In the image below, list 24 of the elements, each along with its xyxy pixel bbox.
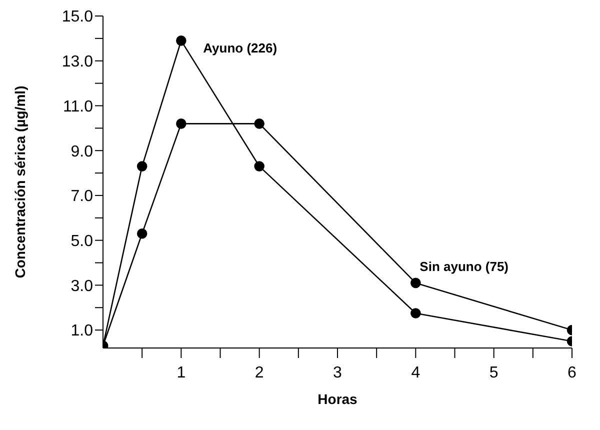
point [176, 118, 186, 129]
x-tick-label: 6 [568, 364, 577, 382]
y-tick-label: 13.0 [62, 54, 94, 71]
point [176, 36, 186, 46]
series-label: Sin ayuno (75) [420, 258, 509, 274]
y-axis-title: Concentración sérica (µg/ml) [12, 86, 28, 278]
y-tick-label: 1.0 [70, 322, 94, 340]
x-tick-label: 3 [333, 364, 342, 382]
y-tick-label: 3.0 [70, 278, 94, 295]
point [136, 161, 148, 172]
y-tick-label: 11.0 [63, 98, 94, 116]
y-tick-label: 5.0 [70, 233, 94, 250]
point [254, 118, 264, 129]
series-label: Ayuno (226) [203, 40, 278, 56]
y-tick-label: 7.0 [70, 188, 94, 206]
point [254, 161, 264, 172]
y-tick-label: 9.0 [70, 143, 94, 160]
x-axis-title: Horas [318, 391, 358, 407]
y-tick-label: 15.0 [62, 8, 94, 26]
x-tick-label: 2 [254, 364, 264, 382]
point [136, 228, 148, 239]
x-tick-label: 4 [411, 364, 420, 382]
x-tick-label: 1 [176, 364, 186, 382]
x-tick-label: 5 [489, 364, 498, 382]
